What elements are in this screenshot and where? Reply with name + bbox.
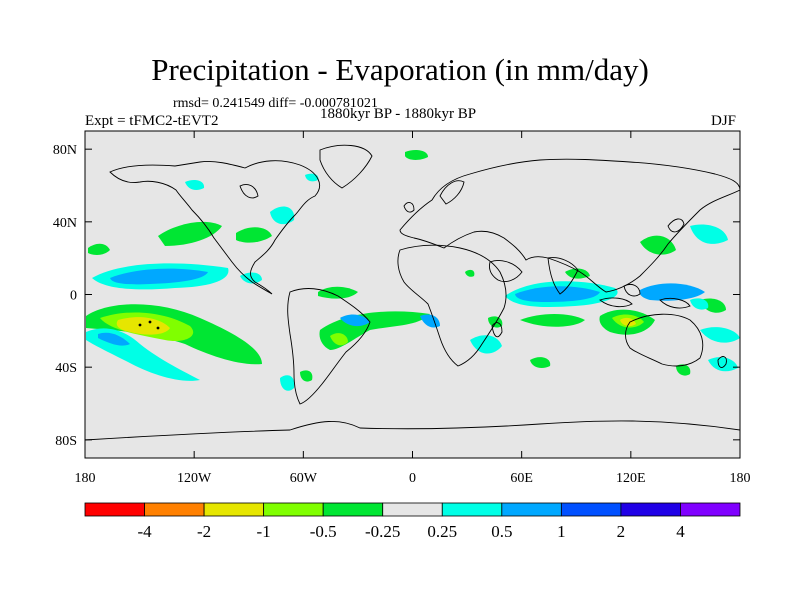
field-patch — [465, 269, 475, 277]
field-patch — [300, 370, 313, 382]
field-patch — [488, 316, 503, 328]
colorbar-swatch — [263, 502, 324, 517]
coast-india — [547, 257, 579, 295]
colorbar-label: -0.5 — [310, 522, 337, 541]
coast-hudson — [239, 184, 259, 199]
field-patch — [236, 227, 272, 243]
colorbar-label: 0.25 — [427, 522, 457, 541]
field-patch — [185, 180, 205, 190]
colorbar-swatch — [560, 502, 622, 517]
coast-australia — [625, 313, 704, 367]
lat-tick-label: 80S — [55, 434, 77, 449]
field-patch — [639, 283, 705, 301]
coast-south-america — [287, 288, 371, 405]
field-patch — [330, 333, 348, 346]
colorbar-swatch — [322, 502, 384, 517]
colorbar-swatch — [382, 502, 443, 517]
coast-arabia — [489, 260, 523, 283]
colorbar-swatch — [680, 502, 741, 517]
lon-tick-label: 180 — [730, 471, 751, 486]
coastlines — [85, 144, 740, 441]
field-anomalies — [86, 149, 740, 391]
lat-tick-label: 40S — [55, 361, 77, 376]
colorbar-label: 1 — [557, 522, 566, 541]
lon-tick-label: 60E — [510, 471, 533, 486]
coast-greenland — [319, 144, 373, 189]
lon-tick-label: 120W — [177, 471, 212, 486]
field-patch — [110, 268, 208, 285]
lat-tick-label: 40N — [53, 216, 77, 231]
field-patch — [530, 357, 551, 368]
colorbar-swatch — [501, 502, 562, 517]
field-patch — [318, 286, 358, 299]
coast-borneo — [623, 283, 641, 297]
coast-north-america — [109, 160, 320, 295]
field-patch — [470, 335, 502, 354]
coast-indonesia — [599, 297, 633, 308]
lon-tick-label: 120E — [616, 471, 646, 486]
colorbar-swatch — [620, 502, 681, 517]
field-dot — [148, 320, 152, 324]
longitude-axis: 180 120W 60W 0 60E 120E 180 — [75, 131, 751, 486]
colorbar-label: -0.25 — [365, 522, 400, 541]
field-patch — [116, 317, 170, 335]
field-patch — [270, 206, 295, 225]
coast-uk — [403, 202, 415, 213]
field-patch — [98, 332, 130, 346]
colorbar-swatch — [441, 502, 503, 517]
field-patch — [690, 298, 709, 310]
field-patch — [520, 314, 585, 327]
field-patch — [340, 314, 370, 327]
coast-new-zealand — [717, 356, 727, 368]
coast-africa — [397, 244, 507, 367]
coast-eurasia — [399, 158, 740, 293]
field-patch — [405, 149, 428, 160]
field-patch — [620, 317, 636, 327]
colorbar: -4 -2 -1 -0.5 -0.25 0.25 0.5 1 2 4 — [84, 502, 741, 541]
coast-madagascar — [491, 322, 503, 338]
field-patch — [640, 235, 676, 255]
period-line: 1880kyr BP - 1880kyr BP — [320, 106, 477, 122]
field-patch — [305, 173, 319, 182]
field-patch — [676, 364, 691, 376]
lat-tick-label: 80N — [53, 143, 77, 158]
colorbar-label: -1 — [257, 522, 271, 541]
field-patch — [88, 243, 110, 255]
coast-scandinavia — [439, 180, 465, 205]
colorbar-swatch — [144, 502, 205, 517]
lon-tick-label: 180 — [75, 471, 96, 486]
colorbar-label: 2 — [617, 522, 626, 541]
coast-new-guinea — [659, 297, 691, 309]
experiment-label: Expt = tFMC2-tEVT2 — [85, 113, 219, 129]
lon-tick-label: 0 — [409, 471, 416, 486]
colorbar-swatch — [203, 502, 265, 517]
coast-antarctica — [85, 420, 740, 441]
field-patch — [700, 327, 740, 343]
lon-tick-label: 60W — [290, 471, 318, 486]
field-patch — [158, 221, 222, 246]
season-label: DJF — [711, 113, 737, 129]
colorbar-label: 0.5 — [491, 522, 512, 541]
colorbar-swatch — [84, 502, 145, 517]
field-patch — [708, 357, 738, 372]
field-patch — [515, 286, 600, 302]
field-dot — [156, 326, 160, 330]
field-patch — [240, 272, 262, 284]
colorbar-label: -2 — [197, 522, 211, 541]
stats-line: rmsd= 0.241549 diff= -0.000781021 — [173, 96, 378, 111]
colorbar-label: -4 — [137, 522, 152, 541]
field-patch — [690, 224, 728, 244]
map-title: Precipitation - Evaporation (in mm/day) — [151, 52, 649, 87]
field-patch — [280, 375, 295, 391]
field-patch — [565, 268, 590, 279]
lat-tick-label: 0 — [70, 289, 77, 304]
coast-japan — [667, 218, 685, 233]
colorbar-label: 4 — [676, 522, 685, 541]
field-dot — [138, 323, 142, 327]
latitude-axis: 80N 40N 0 40S 80S — [53, 143, 740, 449]
